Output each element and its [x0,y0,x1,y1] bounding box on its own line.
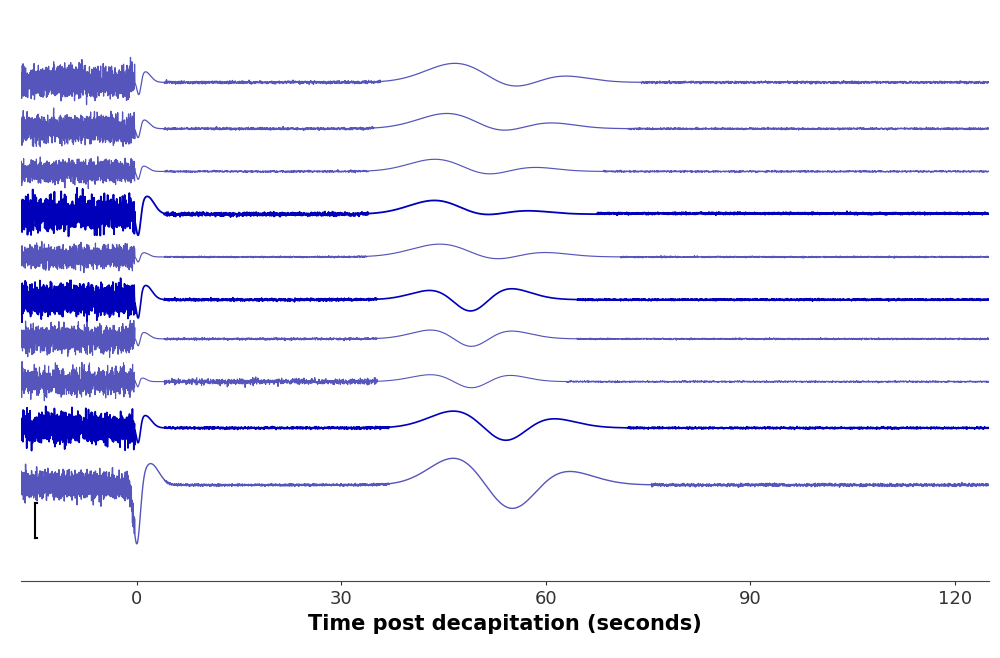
X-axis label: Time post decapitation (seconds): Time post decapitation (seconds) [308,614,702,634]
